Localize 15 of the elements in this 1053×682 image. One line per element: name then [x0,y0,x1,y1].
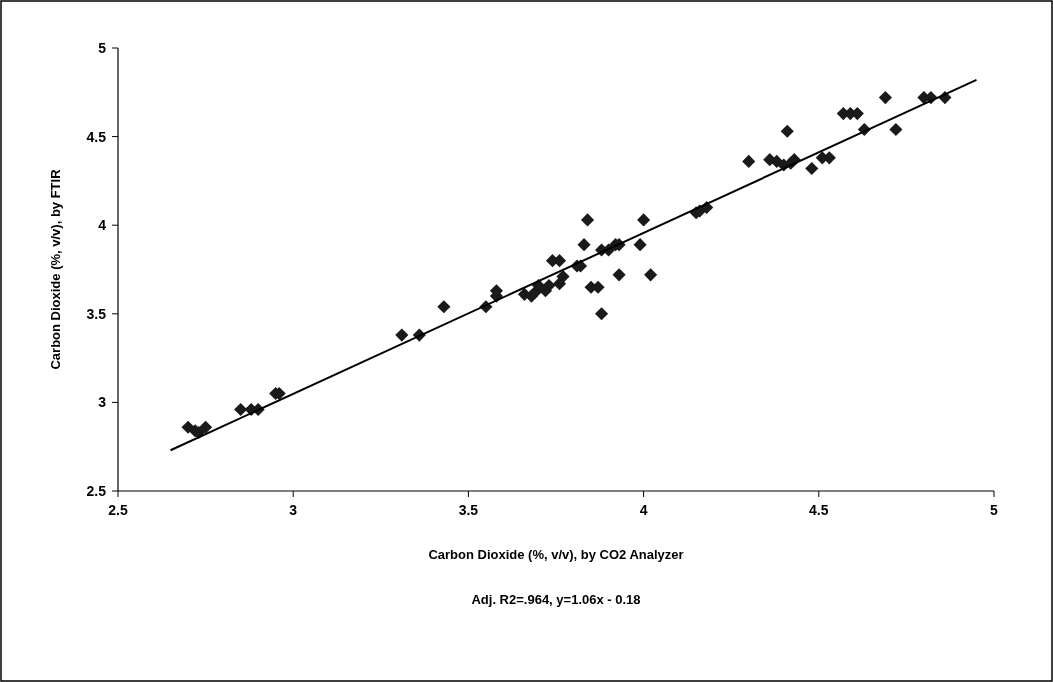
y-tick-label: 4.5 [86,128,107,145]
y-tick-label: 3.5 [86,305,107,322]
y-tick-label: 3 [98,394,107,411]
y-tick-label: 2.5 [86,482,107,499]
y-tick-label: 5 [98,39,107,56]
x-tick-label: 5 [990,502,999,518]
y-axis-title: Carbon Dioxide (%, v/v), by FTIR [48,168,63,370]
x-tick-label: 4.5 [809,502,829,518]
x-tick-label: 2.5 [108,502,128,518]
x-tick-label: 4 [639,502,648,518]
x-tick-label: 3.5 [458,502,479,518]
x-tick-label: 3 [289,502,298,518]
x-axis-title: Carbon Dioxide (%, v/v), by CO2 Analyzer [428,547,684,562]
y-tick-label: 4 [98,217,107,234]
text: Adj. R2=.964, y=1.06x - 0.18 [471,592,641,607]
